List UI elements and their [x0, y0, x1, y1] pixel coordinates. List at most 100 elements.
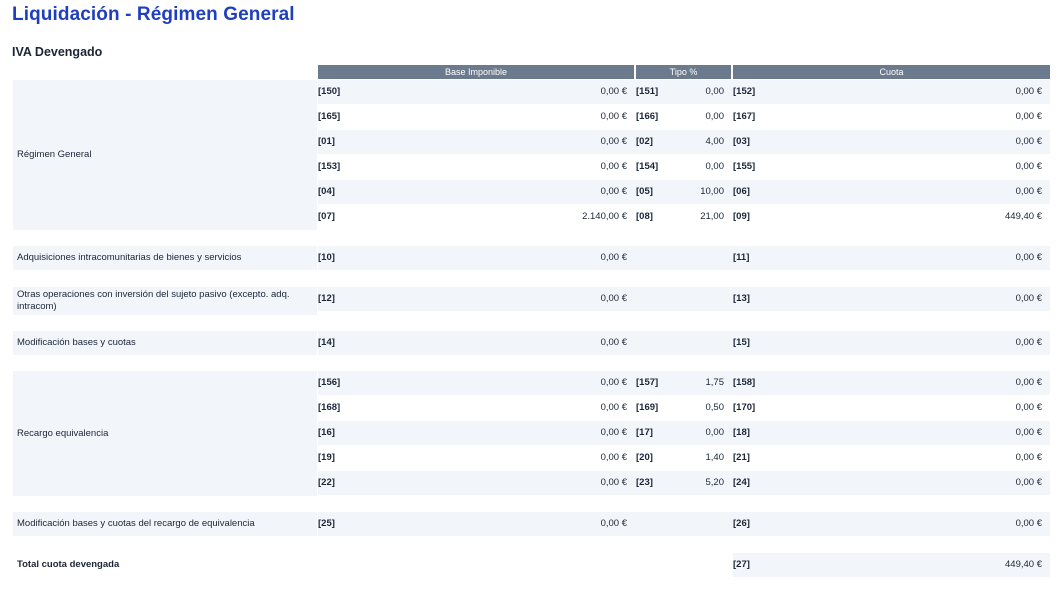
section-title: IVA Devengado — [12, 45, 103, 59]
base-imponible-value: 0,00 € — [600, 293, 627, 304]
box-code: [13] — [733, 293, 750, 304]
cuota-value: 0,00 € — [1015, 293, 1042, 304]
box-code: [169] — [636, 402, 659, 413]
cuota-value: 0,00 € — [1015, 477, 1042, 488]
cuota-value: 0,00 € — [1015, 161, 1042, 172]
row-background — [733, 553, 1050, 577]
cuota-value: 0,00 € — [1015, 518, 1042, 529]
box-code: [168] — [318, 402, 341, 413]
tipo-value: 0,00 — [705, 111, 725, 122]
header-cuota: Cuota — [733, 65, 1050, 79]
box-code: [22] — [318, 477, 335, 488]
tipo-value: 4,00 — [705, 136, 725, 147]
box-code: [09] — [733, 211, 750, 222]
tipo-value: 10,00 — [700, 186, 724, 197]
tipo-value: 1,75 — [705, 377, 725, 388]
base-imponible-value: 0,00 € — [600, 452, 627, 463]
box-code: [11] — [733, 252, 750, 263]
group-label-adquisiciones: Adquisiciones intracomunitarias de biene… — [13, 246, 317, 270]
row-background — [318, 80, 1050, 104]
cuota-value: 0,00 € — [1015, 252, 1042, 263]
box-code: [150] — [318, 86, 341, 97]
box-code: [05] — [636, 186, 653, 197]
box-code: [24] — [733, 477, 750, 488]
cuota-value: 0,00 € — [1015, 136, 1042, 147]
box-code: [23] — [636, 477, 653, 488]
box-code: [152] — [733, 86, 756, 97]
box-code: [26] — [733, 518, 750, 529]
box-code: [158] — [733, 377, 756, 388]
base-imponible-value: 0,00 € — [600, 337, 627, 348]
box-code: [01] — [318, 136, 335, 147]
box-code: [25] — [318, 518, 335, 529]
base-imponible-value: 2.140,00 € — [582, 211, 627, 222]
box-code: [12] — [318, 293, 335, 304]
base-imponible-value: 0,00 € — [600, 111, 627, 122]
row-background — [318, 287, 1050, 311]
tipo-value: 21,00 — [700, 211, 724, 222]
base-imponible-value: 0,00 € — [600, 161, 627, 172]
box-code: [19] — [318, 452, 335, 463]
group-label-modificacion: Modificación bases y cuotas — [13, 331, 317, 355]
box-code: [166] — [636, 111, 659, 122]
tipo-value: 0,00 — [705, 427, 725, 438]
base-imponible-value: 0,00 € — [600, 518, 627, 529]
box-code: [15] — [733, 337, 750, 348]
group-label-recargo: Recargo equivalencia — [13, 371, 317, 496]
box-code: [20] — [636, 452, 653, 463]
tipo-value: 1,40 — [705, 452, 725, 463]
box-code: [10] — [318, 252, 335, 263]
box-code: [165] — [318, 111, 341, 122]
box-code: [27] — [733, 559, 750, 570]
box-code: [08] — [636, 211, 653, 222]
box-code: [03] — [733, 136, 750, 147]
box-code: [151] — [636, 86, 659, 97]
cuota-value: 0,00 € — [1015, 402, 1042, 413]
row-background — [318, 130, 1050, 154]
group-label-regimen: Régimen General — [13, 80, 317, 230]
box-code: [14] — [318, 337, 335, 348]
box-code: [02] — [636, 136, 653, 147]
box-code: [167] — [733, 111, 756, 122]
box-code: [07] — [318, 211, 335, 222]
base-imponible-value: 0,00 € — [600, 252, 627, 263]
row-background — [318, 331, 1050, 355]
base-imponible-value: 0,00 € — [600, 377, 627, 388]
cuota-value: 0,00 € — [1015, 427, 1042, 438]
row-background — [318, 180, 1050, 204]
group-label-modrecargo: Modificación bases y cuotas del recargo … — [13, 512, 317, 536]
box-code: [157] — [636, 377, 659, 388]
box-code: [154] — [636, 161, 659, 172]
header-base-imponible: Base Imponible — [318, 65, 634, 79]
base-imponible-value: 0,00 € — [600, 186, 627, 197]
cuota-value: 0,00 € — [1015, 86, 1042, 97]
cuota-value: 449,40 € — [1005, 211, 1042, 222]
row-background — [318, 471, 1050, 495]
box-code: [155] — [733, 161, 756, 172]
box-code: [21] — [733, 452, 750, 463]
cuota-value: 0,00 € — [1015, 186, 1042, 197]
tipo-value: 0,00 — [705, 161, 725, 172]
page-title: Liquidación - Régimen General — [12, 4, 295, 25]
cuota-value: 0,00 € — [1015, 337, 1042, 348]
tipo-value: 5,20 — [705, 477, 725, 488]
tipo-value: 0,50 — [705, 402, 725, 413]
box-code: [04] — [318, 186, 335, 197]
base-imponible-value: 0,00 € — [600, 427, 627, 438]
box-code: [156] — [318, 377, 341, 388]
group-label-otras: Otras operaciones con inversión del suje… — [13, 287, 317, 315]
cuota-value: 0,00 € — [1015, 111, 1042, 122]
base-imponible-value: 0,00 € — [600, 477, 627, 488]
header-tipo: Tipo % — [636, 65, 731, 79]
base-imponible-value: 0,00 € — [600, 136, 627, 147]
tipo-value: 0,00 — [705, 86, 725, 97]
cuota-value: 0,00 € — [1015, 452, 1042, 463]
group-label-total: Total cuota devengada — [17, 559, 120, 570]
base-imponible-value: 0,00 € — [600, 86, 627, 97]
row-background — [318, 421, 1050, 445]
box-code: [153] — [318, 161, 341, 172]
cuota-value: 449,40 € — [1005, 559, 1042, 570]
box-code: [18] — [733, 427, 750, 438]
box-code: [170] — [733, 402, 756, 413]
base-imponible-value: 0,00 € — [600, 402, 627, 413]
